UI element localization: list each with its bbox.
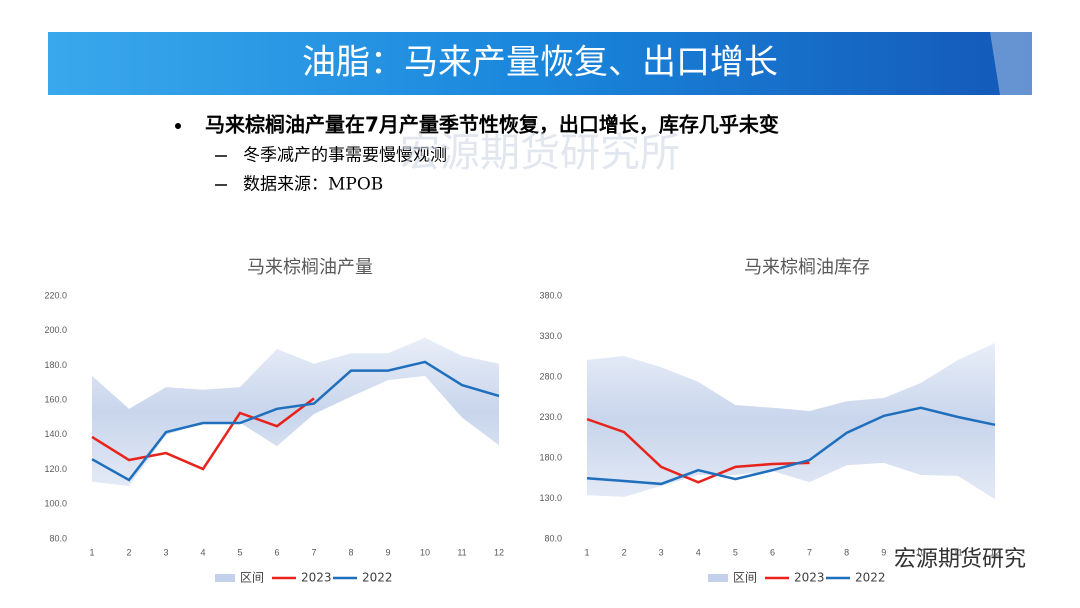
x-tick-label: 4 [200,547,205,557]
x-tick-label: 7 [807,547,812,557]
legend-label: 区间 [733,571,757,585]
x-tick-label: 8 [348,547,353,557]
y-tick-label: 160.0 [44,395,67,405]
sub-bullet: 冬季减产的事需要慢慢观测 [243,145,447,166]
y-tick-label: 330.0 [539,331,562,341]
legend-label: 2022 [855,571,886,585]
legend-swatch [708,574,728,582]
y-tick-label: 130.0 [539,493,562,503]
x-tick-label: 5 [237,547,242,557]
y-tick-label: 180.0 [44,360,67,370]
x-tick-label: 8 [844,547,849,557]
y-tick-label: 180.0 [539,452,562,462]
series-line [586,406,996,486]
x-tick-label: 4 [696,547,701,557]
y-tick-label: 220.0 [44,290,67,300]
x-tick-label: 6 [274,547,279,557]
x-tick-label: 12 [990,547,1000,557]
y-tick-label: 80.0 [49,533,67,543]
y-tick-label: 200.0 [44,325,67,335]
sub-bullet: 数据来源：MPOB [243,175,383,195]
chart-title: 马来棕榈油产量 [247,257,373,278]
x-tick-label: 3 [659,547,664,557]
x-tick-label: 5 [733,547,738,557]
legend-label: 2023 [301,571,332,585]
bullet-dot [175,123,181,129]
x-tick-label: 10 [916,547,926,557]
series-line [586,417,810,484]
logo-text: 宏源期货研究 [894,547,1026,572]
y-tick-label: 140.0 [44,429,67,439]
y-tick-label: 230.0 [539,412,562,422]
x-tick-label: 9 [881,547,886,557]
y-tick-label: 380.0 [539,290,562,300]
x-tick-label: 3 [163,547,168,557]
y-tick-label: 80.0 [544,533,562,543]
bullet-text: 马来棕榈油产量在7月产量季节性恢复，出口增长，库存几乎未变 [205,113,779,137]
x-tick-label: 11 [953,547,962,557]
legend-swatch [215,574,235,582]
x-tick-label: 10 [420,547,430,557]
header-accent [990,32,1032,95]
x-tick-label: 1 [89,547,94,557]
legend-label: 2022 [362,571,393,585]
watermark: 宏源期货研究所 [400,130,680,176]
x-tick-label: 6 [770,547,775,557]
y-tick-label: 100.0 [44,499,67,509]
series-line [91,397,315,471]
x-tick-label: 2 [622,547,627,557]
x-tick-label: 7 [311,547,316,557]
x-tick-label: 9 [385,547,390,557]
chart-title: 马来棕榈油库存 [744,257,870,278]
x-tick-label: 2 [126,547,131,557]
range-band [587,342,995,500]
x-tick-label: 1 [584,547,589,557]
y-tick-label: 120.0 [44,464,67,474]
x-tick-label: 11 [457,547,466,557]
legend-label: 2023 [794,571,825,585]
series-line [91,360,500,482]
slide-title: 油脂：马来产量恢复、出口增长 [302,43,778,83]
y-tick-label: 280.0 [539,371,562,381]
legend-label: 区间 [240,571,264,585]
header-band [48,32,1032,95]
x-tick-label: 12 [494,547,504,557]
